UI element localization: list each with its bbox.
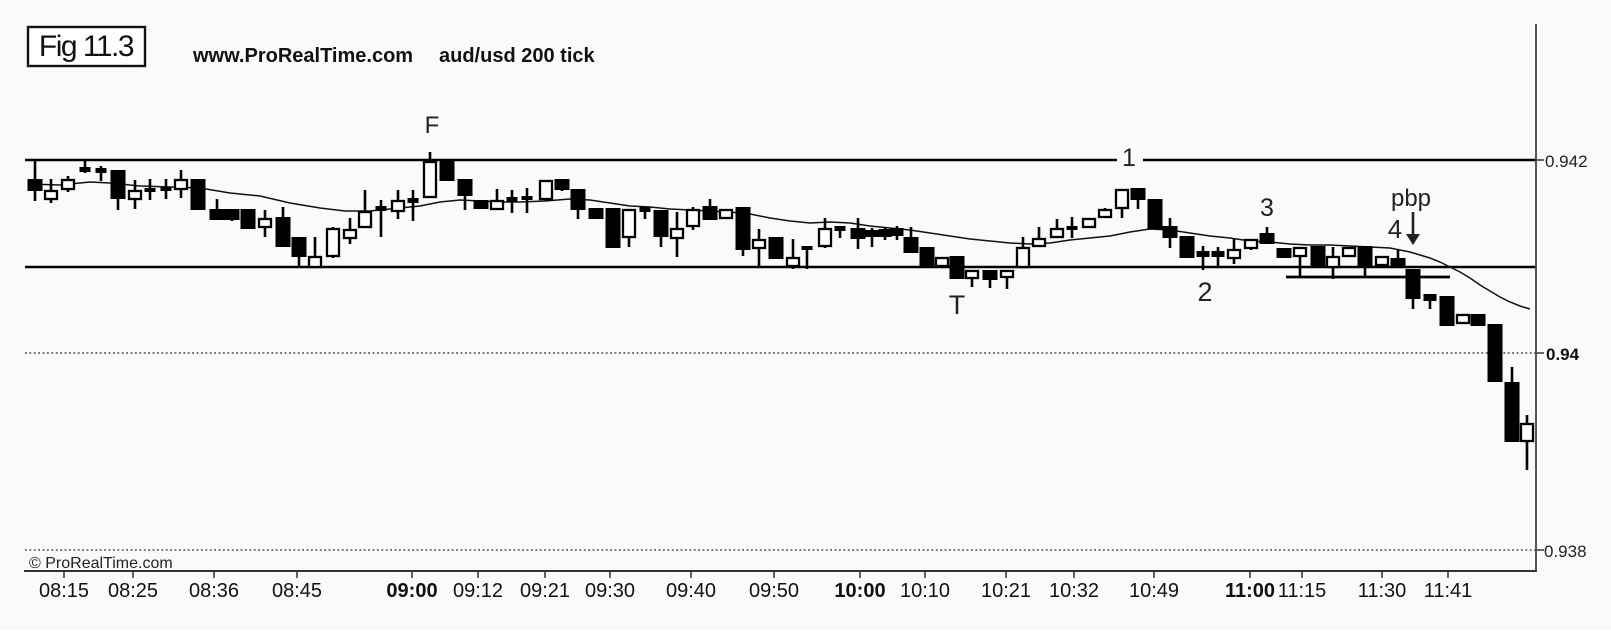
- svg-text:11:41: 11:41: [1424, 580, 1473, 602]
- svg-text:2: 2: [1197, 277, 1212, 307]
- svg-text:09:12: 09:12: [453, 580, 503, 602]
- svg-text:11:15: 11:15: [1278, 580, 1327, 602]
- svg-text:10:49: 10:49: [1129, 580, 1179, 602]
- svg-text:0.94: 0.94: [1546, 345, 1580, 364]
- svg-text:0.938: 0.938: [1544, 542, 1587, 561]
- svg-text:08:36: 08:36: [189, 580, 239, 602]
- svg-text:10:00: 10:00: [834, 580, 885, 602]
- svg-text:F: F: [425, 112, 440, 139]
- svg-text:aud/usd 200 tick: aud/usd 200 tick: [439, 45, 595, 67]
- svg-text:08:45: 08:45: [272, 580, 322, 602]
- svg-text:Fig 11.3: Fig 11.3: [39, 30, 134, 63]
- svg-text:T: T: [949, 290, 966, 320]
- svg-text:10:10: 10:10: [900, 580, 950, 602]
- svg-text:www.ProRealTime.com: www.ProRealTime.com: [192, 45, 413, 67]
- svg-text:11:00: 11:00: [1225, 580, 1275, 602]
- svg-text:10:32: 10:32: [1049, 580, 1099, 602]
- svg-text:3: 3: [1260, 194, 1274, 222]
- svg-text:4: 4: [1388, 214, 1402, 244]
- svg-text:10:21: 10:21: [981, 580, 1031, 602]
- svg-text:1: 1: [1122, 144, 1136, 172]
- svg-text:09:50: 09:50: [749, 580, 799, 602]
- svg-text:0.942: 0.942: [1545, 152, 1588, 171]
- svg-text:08:25: 08:25: [108, 580, 158, 602]
- svg-text:09:00: 09:00: [386, 580, 437, 602]
- svg-text:08:15: 08:15: [39, 580, 89, 602]
- svg-text:09:21: 09:21: [520, 580, 570, 602]
- svg-text:pbp: pbp: [1391, 185, 1431, 212]
- svg-text:09:40: 09:40: [666, 580, 716, 602]
- svg-text:© ProRealTime.com: © ProRealTime.com: [29, 555, 173, 572]
- svg-text:09:30: 09:30: [585, 580, 635, 602]
- svg-text:11:30: 11:30: [1358, 580, 1407, 602]
